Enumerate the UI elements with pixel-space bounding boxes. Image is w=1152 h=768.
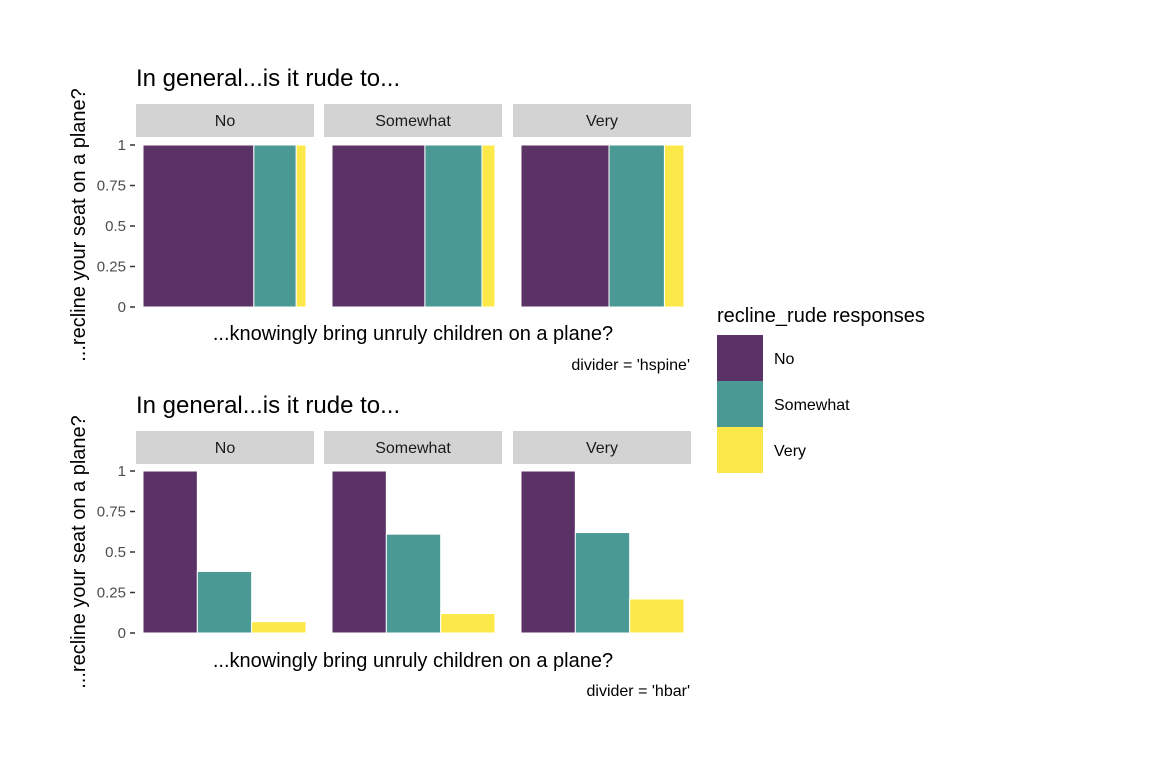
facet-strip-label: No (215, 113, 236, 130)
legend: recline_rude responses No Somewhat Very (717, 305, 925, 473)
bar (520, 144, 610, 308)
y-tick-label: 0.75 (97, 178, 126, 195)
chart-caption: divider = 'hspine' (571, 357, 690, 374)
x-axis-label: ...knowingly bring unruly children on a … (213, 323, 613, 345)
bar (385, 533, 442, 634)
bar (481, 144, 496, 308)
facet-strip-label: Somewhat (375, 440, 451, 457)
chart-title: In general...is it rude to... (136, 392, 400, 419)
y-axis-label: ...recline your seat on a plane? (68, 88, 90, 362)
y-tick-label: 1 (118, 137, 126, 154)
bar (629, 598, 685, 634)
facet-strip-label: No (215, 440, 236, 457)
facet-strip-label: Very (586, 440, 618, 457)
bar (440, 613, 496, 634)
chart-1: In general...is it rude to... ...recline … (68, 65, 691, 374)
bar (608, 144, 665, 308)
y-tick-label: 0.25 (97, 585, 126, 602)
facet-strip (324, 104, 502, 137)
y-tick-label: 0.25 (97, 259, 126, 276)
facet-strip (513, 104, 691, 137)
facet-strip-label: Very (586, 113, 618, 130)
facet-strip (136, 431, 314, 464)
facet-strip (324, 431, 502, 464)
bar (196, 570, 253, 634)
bar (142, 144, 255, 308)
y-tick-label: 1 (118, 463, 126, 480)
bar (574, 532, 631, 634)
bar (520, 470, 576, 634)
legend-key (717, 381, 763, 427)
legend-label: Very (774, 443, 806, 460)
y-axis-label: ...recline your seat on a plane? (68, 415, 90, 689)
bar (253, 144, 297, 308)
y-tick-label: 0.75 (97, 504, 126, 521)
bar (331, 144, 426, 308)
legend-title: recline_rude responses (717, 305, 925, 327)
y-tick-label: 0.5 (105, 544, 126, 561)
x-axis-label: ...knowingly bring unruly children on a … (213, 650, 613, 672)
chart-title: In general...is it rude to... (136, 65, 400, 92)
bar (663, 144, 685, 308)
chart-2: In general...is it rude to... ...recline … (68, 392, 691, 700)
y-tick-label: 0 (118, 299, 126, 316)
bar (251, 621, 307, 634)
y-tick-label: 0 (118, 625, 126, 642)
chart-caption: divider = 'hbar' (587, 683, 691, 700)
bar (424, 144, 483, 308)
y-tick-label: 0.5 (105, 218, 126, 235)
facet-strip (513, 431, 691, 464)
legend-label: Somewhat (774, 397, 850, 414)
facet-strip-label: Somewhat (375, 113, 451, 130)
legend-label: No (774, 351, 795, 368)
legend-key (717, 335, 763, 381)
bar (295, 144, 307, 308)
facet-strip (136, 104, 314, 137)
bar (142, 470, 198, 634)
bar (331, 470, 387, 634)
legend-key (717, 427, 763, 473)
